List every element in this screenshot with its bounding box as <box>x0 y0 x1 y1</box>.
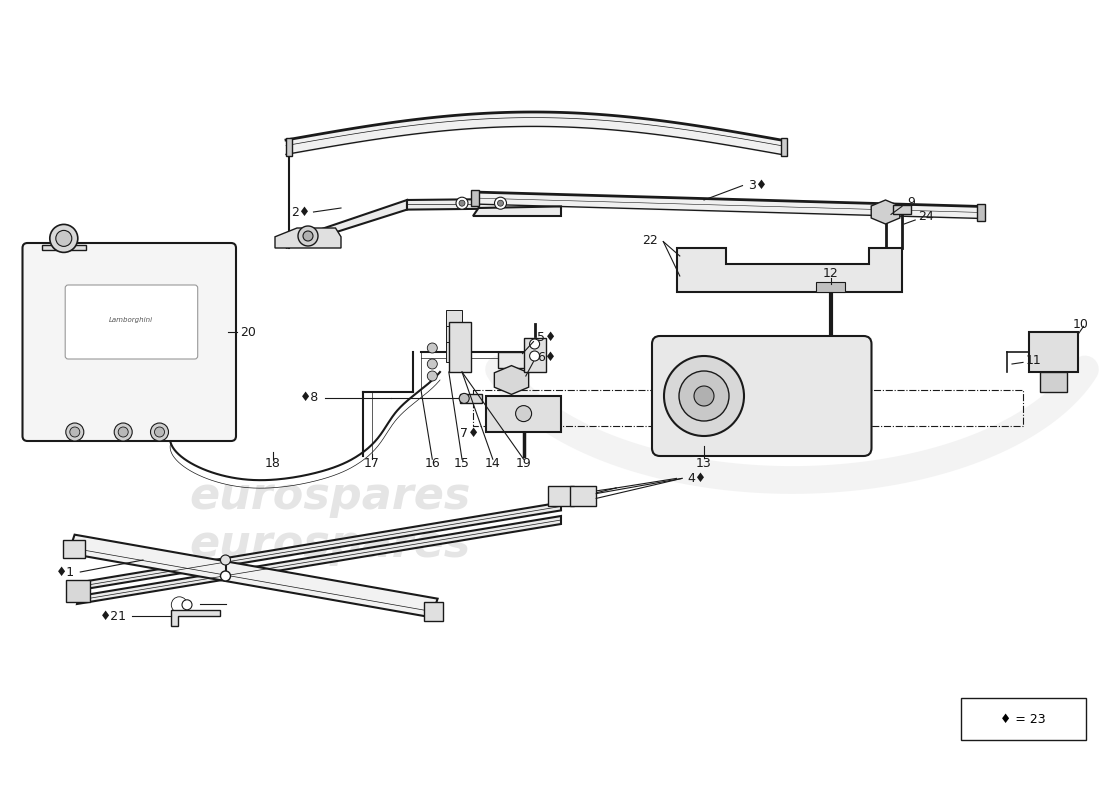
Circle shape <box>151 423 168 441</box>
Polygon shape <box>449 322 471 372</box>
Polygon shape <box>63 540 85 558</box>
Polygon shape <box>66 580 90 602</box>
Polygon shape <box>77 502 561 590</box>
Polygon shape <box>77 516 561 604</box>
Polygon shape <box>471 190 478 206</box>
Polygon shape <box>676 248 902 292</box>
Circle shape <box>497 200 504 206</box>
Text: 13: 13 <box>696 458 712 470</box>
Text: ♦21: ♦21 <box>99 610 127 622</box>
Text: 7♦: 7♦ <box>460 427 478 440</box>
Polygon shape <box>524 338 546 372</box>
Polygon shape <box>460 394 482 403</box>
Circle shape <box>516 406 531 422</box>
Polygon shape <box>1028 332 1078 372</box>
Circle shape <box>302 231 313 241</box>
Circle shape <box>664 356 744 436</box>
Circle shape <box>56 230 72 246</box>
Circle shape <box>679 371 729 421</box>
Polygon shape <box>486 396 561 432</box>
Polygon shape <box>548 486 574 506</box>
Polygon shape <box>816 282 845 292</box>
Circle shape <box>118 427 129 437</box>
FancyBboxPatch shape <box>65 285 198 359</box>
Polygon shape <box>781 138 786 156</box>
Circle shape <box>182 600 192 610</box>
Polygon shape <box>473 206 561 216</box>
Circle shape <box>66 423 84 441</box>
Circle shape <box>50 224 78 253</box>
Polygon shape <box>977 204 985 221</box>
Polygon shape <box>407 198 561 210</box>
Text: 6♦: 6♦ <box>537 351 556 364</box>
Text: 24: 24 <box>918 210 934 222</box>
Text: 19: 19 <box>516 458 531 470</box>
Polygon shape <box>286 138 292 156</box>
FancyBboxPatch shape <box>960 698 1086 741</box>
Text: ♦ = 23: ♦ = 23 <box>1000 713 1046 726</box>
FancyBboxPatch shape <box>22 243 236 441</box>
Polygon shape <box>446 342 462 362</box>
Circle shape <box>298 226 318 246</box>
Text: ♦8: ♦8 <box>299 391 319 404</box>
Text: 20: 20 <box>240 326 255 338</box>
Circle shape <box>69 427 80 437</box>
Text: eurospares: eurospares <box>189 522 471 566</box>
Circle shape <box>427 359 438 369</box>
Polygon shape <box>871 200 900 224</box>
Circle shape <box>459 200 465 206</box>
Text: 16: 16 <box>425 458 440 470</box>
Polygon shape <box>446 326 462 346</box>
Circle shape <box>495 198 506 210</box>
Polygon shape <box>286 200 407 248</box>
Polygon shape <box>1040 372 1067 392</box>
Text: 15: 15 <box>454 458 470 470</box>
Circle shape <box>459 394 470 403</box>
FancyBboxPatch shape <box>652 336 871 456</box>
Polygon shape <box>68 534 438 618</box>
Text: 9: 9 <box>908 196 915 209</box>
Text: 2♦: 2♦ <box>292 206 310 218</box>
Text: 22: 22 <box>642 234 658 246</box>
Circle shape <box>427 343 438 353</box>
Text: eurospares: eurospares <box>189 474 471 518</box>
Polygon shape <box>170 610 220 626</box>
Polygon shape <box>275 228 341 248</box>
Polygon shape <box>424 602 443 621</box>
Circle shape <box>114 423 132 441</box>
Polygon shape <box>494 366 529 394</box>
Text: 10: 10 <box>1074 318 1089 330</box>
Circle shape <box>694 386 714 406</box>
Polygon shape <box>42 245 86 250</box>
Text: Lamborghini: Lamborghini <box>109 317 153 323</box>
Circle shape <box>427 371 438 381</box>
Text: 12: 12 <box>823 267 838 280</box>
Circle shape <box>220 555 231 565</box>
Circle shape <box>529 339 540 349</box>
Text: 5♦: 5♦ <box>537 331 556 344</box>
Text: ♦1: ♦1 <box>56 566 75 578</box>
Text: 17: 17 <box>364 458 380 470</box>
Circle shape <box>529 351 540 361</box>
Polygon shape <box>498 352 539 368</box>
Polygon shape <box>446 310 462 330</box>
Text: 11: 11 <box>1025 354 1041 366</box>
Circle shape <box>456 198 468 210</box>
Text: 4♦: 4♦ <box>688 472 706 485</box>
Text: 14: 14 <box>485 458 501 470</box>
Polygon shape <box>570 486 596 506</box>
Text: 3♦: 3♦ <box>748 179 767 192</box>
Circle shape <box>220 571 231 581</box>
Circle shape <box>154 427 165 437</box>
Polygon shape <box>893 205 911 214</box>
Text: 18: 18 <box>265 458 280 470</box>
